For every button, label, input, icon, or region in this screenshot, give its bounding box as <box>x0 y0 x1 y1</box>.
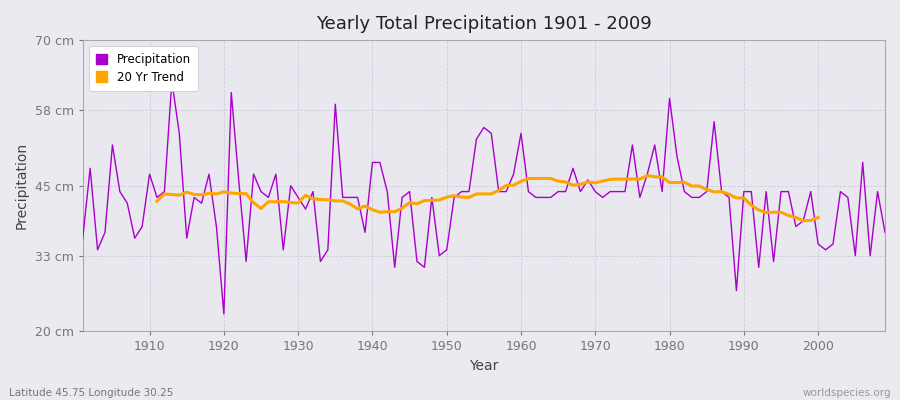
Precipitation <box>879 230 890 235</box>
Y-axis label: Precipitation: Precipitation <box>15 142 29 229</box>
20 Yr Trend <box>352 206 363 211</box>
Text: worldspecies.org: worldspecies.org <box>803 388 891 398</box>
Precipitation <box>77 236 88 240</box>
Legend: Precipitation, 20 Yr Trend: Precipitation, 20 Yr Trend <box>88 46 198 91</box>
Precipitation <box>219 312 230 316</box>
20 Yr Trend <box>798 218 809 223</box>
Text: Latitude 45.75 Longitude 30.25: Latitude 45.75 Longitude 30.25 <box>9 388 174 398</box>
Precipitation <box>137 224 148 229</box>
20 Yr Trend <box>240 191 251 196</box>
Line: 20 Yr Trend: 20 Yr Trend <box>157 176 818 221</box>
Precipitation <box>619 189 630 194</box>
Precipitation <box>166 78 177 83</box>
20 Yr Trend <box>790 215 801 220</box>
20 Yr Trend <box>642 173 652 178</box>
Precipitation <box>315 259 326 264</box>
20 Yr Trend <box>724 192 734 197</box>
Precipitation <box>530 195 541 200</box>
Precipitation <box>523 189 534 194</box>
20 Yr Trend <box>612 177 623 182</box>
20 Yr Trend <box>708 190 719 194</box>
Precipitation <box>360 230 371 235</box>
X-axis label: Year: Year <box>469 359 499 373</box>
Title: Yearly Total Precipitation 1901 - 2009: Yearly Total Precipitation 1901 - 2009 <box>316 15 652 33</box>
20 Yr Trend <box>813 215 824 220</box>
20 Yr Trend <box>151 199 162 204</box>
Line: Precipitation: Precipitation <box>83 81 885 314</box>
